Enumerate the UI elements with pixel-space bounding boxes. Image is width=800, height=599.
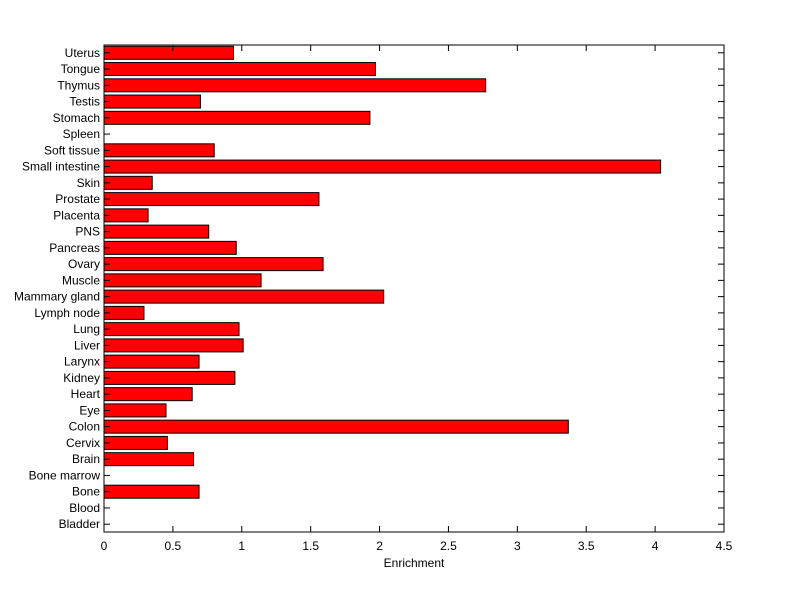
y-tick-label: Liver xyxy=(74,338,100,352)
y-tick-label: Bladder xyxy=(59,517,100,531)
y-tick-label: Bone xyxy=(72,485,100,499)
y-tick-label: Testis xyxy=(69,95,100,109)
bar-prostate xyxy=(103,192,320,207)
bar-bone xyxy=(103,484,200,499)
bar-colon xyxy=(103,419,569,434)
y-tick-label: Spleen xyxy=(63,127,100,141)
bar-thymus xyxy=(103,78,487,93)
bar-muscle xyxy=(103,273,262,288)
y-tick-label: Mammary gland xyxy=(14,290,100,304)
plot-area xyxy=(104,45,724,532)
bar-tongue xyxy=(103,62,376,77)
bar-heart xyxy=(103,387,193,402)
bar-kidney xyxy=(103,370,236,385)
bar-larynx xyxy=(103,354,200,369)
y-tick-label: Uterus xyxy=(65,46,100,60)
y-axis: Bladder Blood Bone Bone marrow Brain Cervix Co… xyxy=(14,46,724,531)
bar-brain xyxy=(103,452,195,467)
bar-eye xyxy=(103,403,167,418)
y-tick-label: Brain xyxy=(72,452,100,466)
y-tick-label: Stomach xyxy=(53,111,100,125)
y-tick-label: Kidney xyxy=(63,371,100,385)
x-tick-label: 3 xyxy=(514,539,521,553)
y-tick-label: Muscle xyxy=(62,273,100,287)
plot-frame xyxy=(103,44,725,533)
y-tick-label: Lung xyxy=(73,322,100,336)
x-tick-label: 4.5 xyxy=(716,539,733,553)
y-tick-label: PNS xyxy=(75,225,100,239)
y-tick-label: Bone marrow xyxy=(29,468,101,482)
x-tick-label: 0 xyxy=(101,539,108,553)
bar-stomach xyxy=(103,110,371,125)
y-tick-label: Lymph node xyxy=(34,306,100,320)
y-tick-label: Eye xyxy=(79,403,100,417)
y-tick-label: Colon xyxy=(69,420,100,434)
y-tick-label: Ovary xyxy=(68,257,100,271)
y-tick-label: Soft tissue xyxy=(44,143,100,157)
y-tick-label: Thymus xyxy=(57,78,100,92)
bar-soft-tissue xyxy=(103,143,215,158)
y-tick-label: Cervix xyxy=(66,436,100,450)
x-axis: 0 0.5 1 1.5 2 2.5 3 3.5 4 4.5 xyxy=(101,45,733,553)
bar-liver xyxy=(103,338,244,353)
y-tick-label: Placenta xyxy=(53,208,100,222)
x-tick-label: 3.5 xyxy=(578,539,595,553)
y-tick-label: Tongue xyxy=(61,62,101,76)
bar-uterus xyxy=(103,45,235,60)
bar-cervix xyxy=(103,435,168,450)
y-tick-label: Prostate xyxy=(55,192,100,206)
bar-testis xyxy=(103,94,201,109)
bar-lung xyxy=(103,322,240,337)
bar-placenta xyxy=(103,208,149,223)
bar-mammary-gland xyxy=(103,289,385,304)
x-tick-label: 2.5 xyxy=(440,539,457,553)
y-tick-label: Heart xyxy=(71,387,101,401)
y-tick-label: Pancreas xyxy=(49,241,100,255)
y-tick-label: Larynx xyxy=(64,355,100,369)
bar-pancreas xyxy=(103,240,237,255)
x-tick-label: 0.5 xyxy=(165,539,182,553)
bar-pns xyxy=(103,224,210,239)
y-tick-label: Small intestine xyxy=(22,160,100,174)
x-tick-label: 1 xyxy=(238,539,245,553)
x-tick-label: 4 xyxy=(652,539,659,553)
x-tick-label: 1.5 xyxy=(302,539,319,553)
bar-skin xyxy=(103,175,153,190)
bar-ovary xyxy=(103,257,324,272)
y-tick-label: Blood xyxy=(69,501,100,515)
x-tick-label: 2 xyxy=(376,539,383,553)
x-axis-title: Enrichment xyxy=(384,556,445,570)
y-tick-label: Skin xyxy=(77,176,100,190)
bar-small-intestine xyxy=(103,159,662,174)
